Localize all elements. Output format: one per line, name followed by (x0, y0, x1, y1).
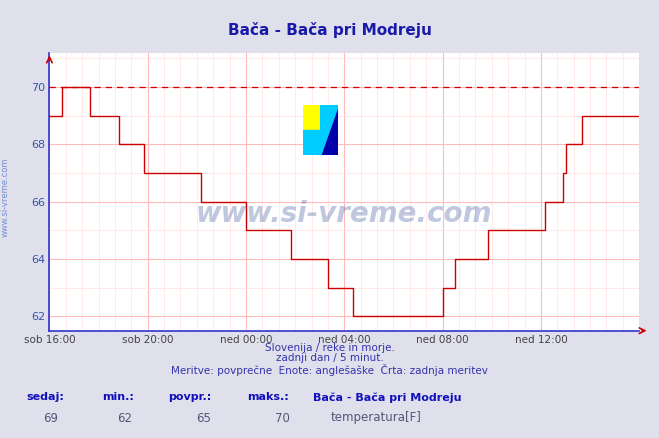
Text: 70: 70 (275, 412, 291, 425)
Text: temperatura[F]: temperatura[F] (331, 411, 422, 424)
Text: www.si-vreme.com: www.si-vreme.com (196, 200, 492, 228)
Text: povpr.:: povpr.: (168, 392, 212, 402)
Text: Slovenija / reke in morje.: Slovenija / reke in morje. (264, 343, 395, 353)
Text: www.si-vreme.com: www.si-vreme.com (1, 157, 10, 237)
Text: maks.:: maks.: (247, 392, 289, 402)
Text: Bača - Bača pri Modreju: Bača - Bača pri Modreju (227, 22, 432, 38)
Text: min.:: min.: (102, 392, 134, 402)
Text: 65: 65 (196, 412, 212, 425)
Text: 62: 62 (117, 412, 132, 425)
Text: sedaj:: sedaj: (26, 392, 64, 402)
Text: Meritve: povprečne  Enote: anglešaške  Črta: zadnja meritev: Meritve: povprečne Enote: anglešaške Črt… (171, 364, 488, 375)
Text: Bača - Bača pri Modreju: Bača - Bača pri Modreju (313, 392, 461, 403)
Text: 69: 69 (43, 412, 58, 425)
Text: zadnji dan / 5 minut.: zadnji dan / 5 minut. (275, 353, 384, 363)
